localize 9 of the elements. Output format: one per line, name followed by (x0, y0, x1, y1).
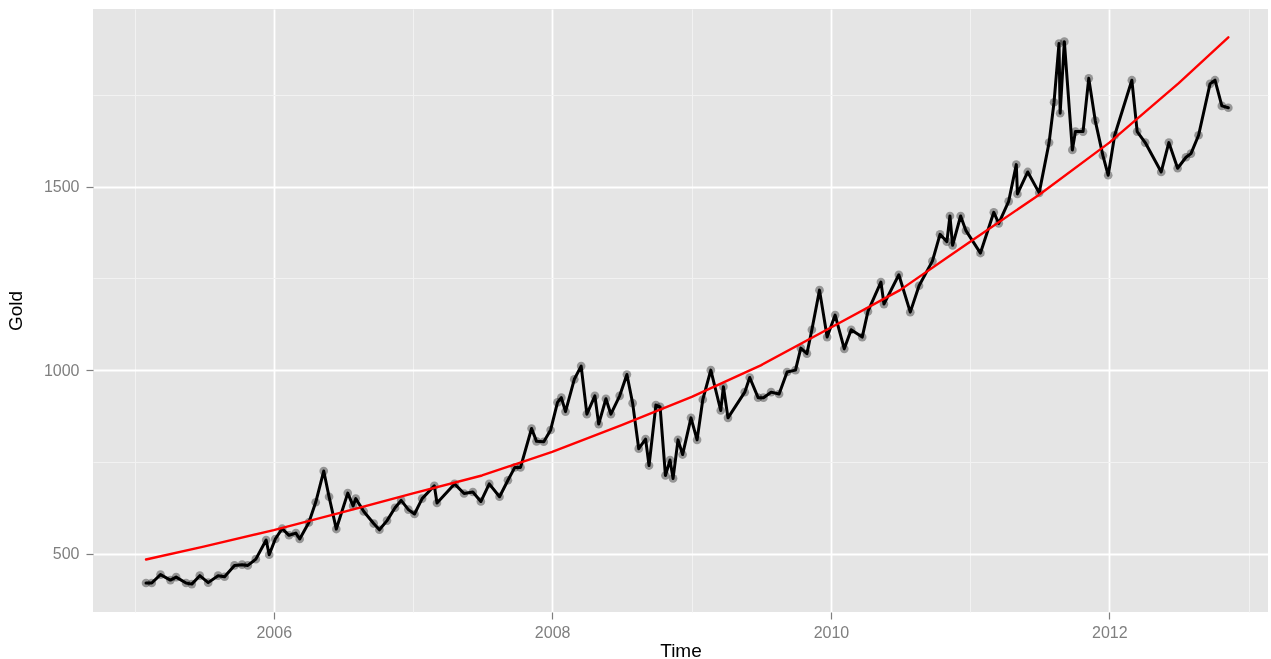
y-tick-label: 1000 (43, 361, 80, 379)
x-axis-title: Time (660, 639, 702, 659)
x-tick-label: 2010 (813, 623, 850, 641)
y-tick-label: 500 (52, 545, 80, 563)
y-axis-title: Gold (4, 290, 26, 332)
x-tick-label: 2008 (534, 623, 571, 641)
x-tick-label: 2006 (256, 623, 293, 641)
x-tick-label: 2012 (1092, 623, 1128, 641)
y-tick-label: 1500 (43, 178, 80, 196)
